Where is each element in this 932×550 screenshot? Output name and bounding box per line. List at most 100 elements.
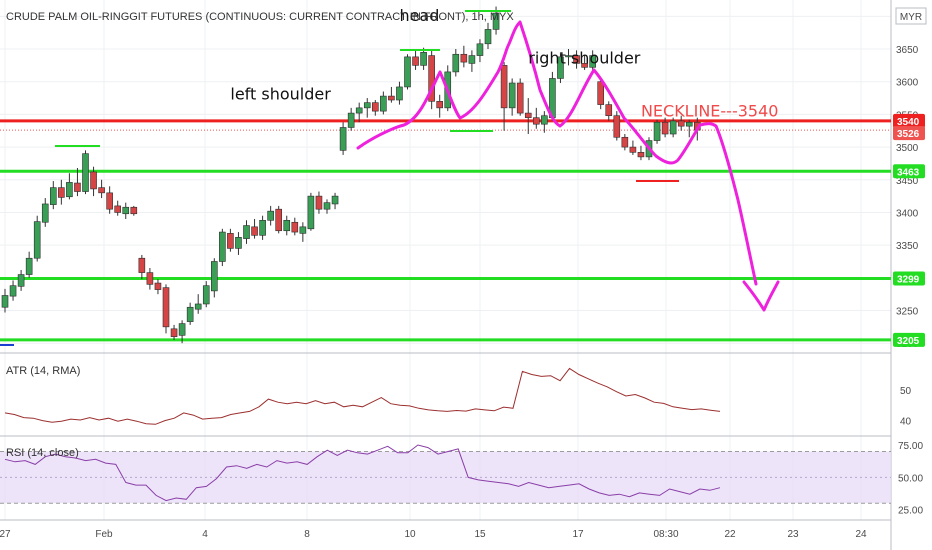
candle (388, 86, 395, 103)
candle (283, 215, 291, 236)
candle-body (653, 121, 661, 141)
candle-body (613, 115, 621, 138)
candle (404, 54, 411, 90)
atr-label: ATR (14, RMA) (6, 365, 80, 377)
last-price-label: 3526 (897, 129, 920, 140)
candle (476, 39, 484, 63)
atr-axis-ticks: 40 50 (900, 386, 912, 428)
candle (516, 78, 524, 116)
candle (524, 98, 532, 135)
level-badge (893, 164, 925, 179)
candle (227, 228, 234, 252)
candle (9, 280, 17, 301)
candle-body (315, 195, 323, 210)
level-badge (893, 113, 925, 128)
candle-body (170, 328, 178, 337)
candle-body (211, 261, 218, 292)
candle-body (436, 101, 444, 109)
candle (605, 101, 613, 121)
candle-body (291, 221, 299, 233)
candle (106, 186, 113, 214)
candle-body (154, 282, 162, 290)
candle (500, 62, 508, 131)
candle (82, 150, 89, 195)
candle (66, 173, 73, 200)
candle (629, 140, 637, 155)
pivot-markers (0, 10, 679, 346)
candle-body (178, 323, 186, 336)
candle (90, 166, 97, 197)
last-price-badge (893, 126, 925, 141)
annotation-3: NECKLINE---3540 (641, 101, 779, 120)
candle (637, 145, 645, 161)
candle (452, 49, 460, 77)
candle (194, 294, 202, 314)
candle-body (146, 272, 154, 285)
candle-body (106, 192, 113, 210)
candle (146, 268, 154, 290)
candle (677, 115, 685, 131)
candle-body (331, 195, 339, 205)
candle-body (460, 53, 468, 63)
candle (58, 179, 65, 205)
price-tick-label: 3500 (896, 143, 919, 154)
rsi-tick-label: 25.00 (898, 506, 923, 517)
candle-body (388, 95, 395, 101)
candle (291, 217, 299, 236)
candle (162, 284, 170, 334)
rsi-line (4, 444, 721, 502)
candle-body (41, 203, 49, 223)
candle (98, 179, 105, 199)
candle (589, 50, 596, 72)
candle-body (404, 56, 411, 88)
candle (669, 117, 677, 138)
candle-body (621, 136, 629, 148)
candle (49, 181, 57, 210)
candle (436, 94, 444, 118)
candle-body (508, 82, 516, 109)
candle-body (428, 55, 435, 102)
candle (186, 302, 194, 325)
candle (33, 215, 41, 262)
candle (17, 269, 25, 291)
candle-body (275, 208, 283, 232)
currency-label: MYR (900, 12, 922, 23)
currency-box[interactable] (895, 7, 927, 25)
candle-body (1, 295, 9, 308)
candle (323, 199, 331, 214)
rsi-axis-ticks: 25.00 50.00 75.00 (898, 441, 923, 517)
candle-body (452, 53, 460, 73)
candle-body (122, 206, 130, 215)
candle (235, 232, 242, 255)
candle-body (186, 306, 194, 322)
candle-body (130, 206, 138, 215)
annotations: left shoulder head right shoulder NECKLINE-… (230, 6, 778, 120)
price-tick-label: 3450 (896, 176, 919, 187)
candle (170, 324, 178, 340)
candle (532, 107, 540, 129)
candle (420, 47, 427, 70)
candle (347, 107, 355, 131)
candle-body (33, 221, 41, 259)
candle-body (532, 117, 540, 125)
candle-body (589, 55, 596, 68)
candle (541, 111, 548, 133)
candle-body (661, 121, 669, 135)
time-tick-label: 15 (474, 529, 486, 540)
candle-body (299, 226, 307, 234)
candle (621, 134, 629, 151)
candle-body (347, 112, 355, 128)
chart-title: CRUDE PALM OIL-RINGGIT FUTURES (CONTINUO… (6, 11, 514, 23)
candle (202, 281, 210, 308)
candle (130, 205, 138, 216)
candle-body (74, 182, 81, 192)
candle-body (114, 205, 121, 213)
candle (484, 22, 492, 50)
candle-body (98, 187, 105, 194)
candle (380, 91, 387, 115)
candle (299, 222, 307, 242)
candle (41, 198, 49, 227)
level-badge (893, 332, 925, 347)
candle-body (138, 257, 146, 273)
candle-body (259, 219, 266, 236)
